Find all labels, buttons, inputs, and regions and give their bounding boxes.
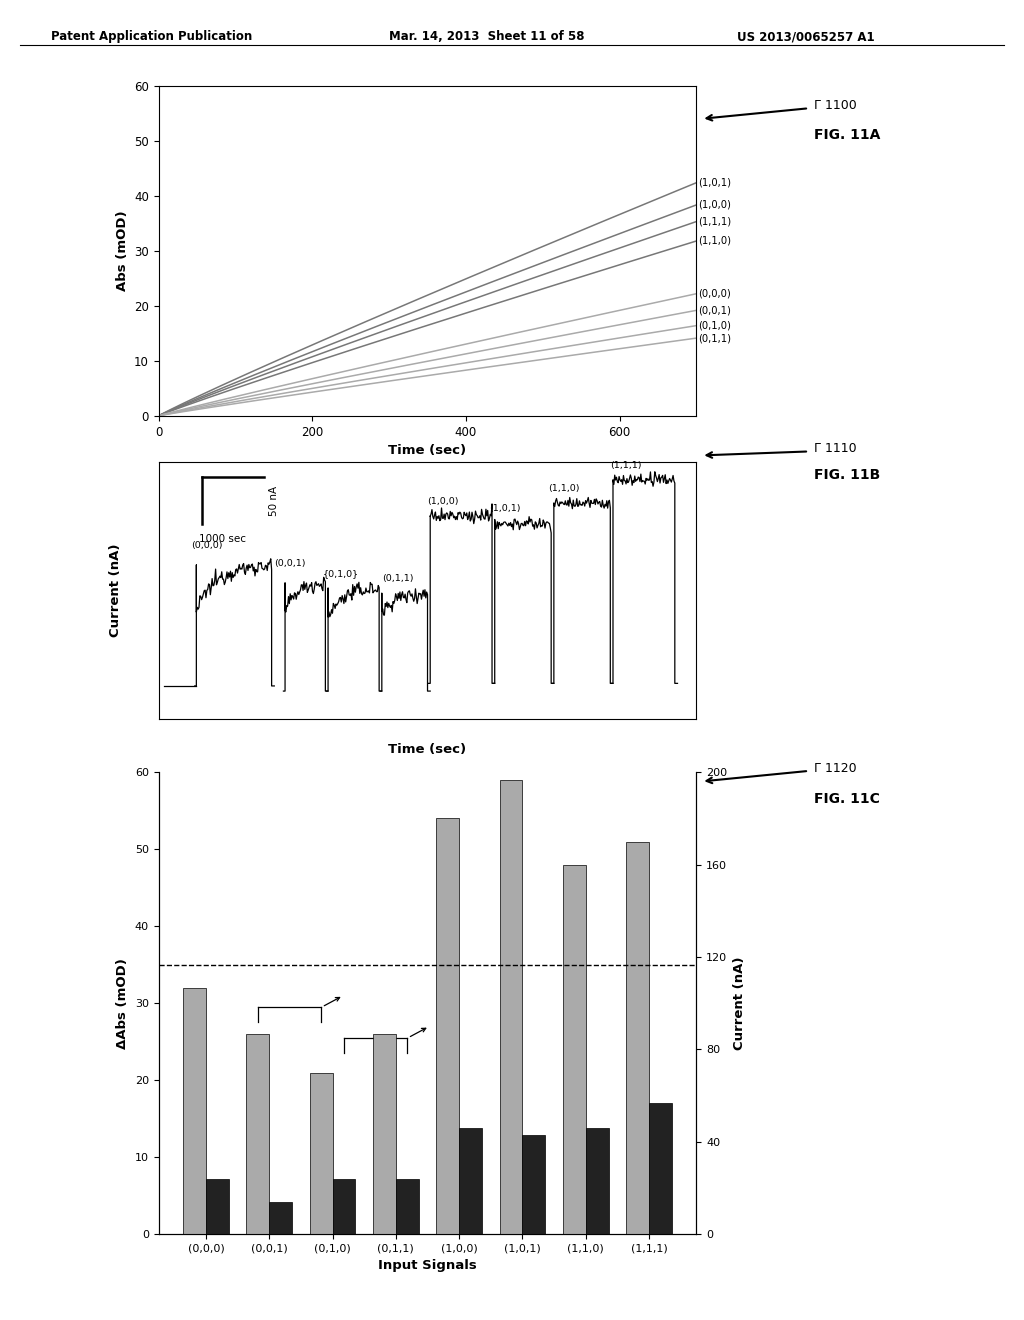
Text: (0,1,0): (0,1,0) (698, 321, 731, 330)
Y-axis label: ΔAbs (mOD): ΔAbs (mOD) (117, 958, 129, 1048)
Bar (333, 1179, 355, 1234)
Bar (247, 1034, 269, 1234)
Text: (0,0,1): (0,0,1) (274, 558, 306, 568)
Bar (310, 1072, 333, 1234)
Bar (269, 1201, 292, 1234)
Text: {0,1,0}: {0,1,0} (323, 569, 358, 578)
Bar (563, 865, 586, 1234)
Text: (1,1,1): (1,1,1) (610, 461, 642, 470)
Text: Γ 1100: Γ 1100 (814, 99, 857, 112)
Text: FIG. 11A: FIG. 11A (814, 128, 881, 141)
Text: (1,0,1): (1,0,1) (489, 504, 521, 513)
Text: 1000 sec: 1000 sec (199, 535, 246, 544)
Text: 50 nA: 50 nA (269, 486, 279, 516)
Bar (586, 1127, 608, 1234)
Bar (373, 1034, 396, 1234)
Bar (459, 1127, 482, 1234)
Text: (0,0,0): (0,0,0) (698, 289, 731, 298)
Text: (1,0,0): (1,0,0) (698, 199, 731, 210)
Bar (649, 1102, 672, 1234)
Text: (1,0,0): (1,0,0) (428, 496, 459, 506)
Text: (0,1,1): (0,1,1) (698, 333, 731, 343)
X-axis label: Time (sec): Time (sec) (388, 444, 467, 457)
Text: Γ 1120: Γ 1120 (814, 762, 857, 775)
Text: (1,1,1): (1,1,1) (698, 216, 732, 227)
Bar (396, 1179, 419, 1234)
Text: US 2013/0065257 A1: US 2013/0065257 A1 (737, 30, 874, 44)
Text: FIG. 11B: FIG. 11B (814, 469, 881, 482)
X-axis label: Input Signals: Input Signals (378, 1259, 477, 1272)
Text: Current (nA): Current (nA) (110, 544, 122, 638)
Bar (627, 842, 649, 1234)
Text: FIG. 11C: FIG. 11C (814, 792, 880, 805)
Bar (436, 818, 459, 1234)
Text: (1,0,1): (1,0,1) (698, 178, 731, 187)
Bar (206, 1179, 228, 1234)
Y-axis label: Abs (mOD): Abs (mOD) (116, 210, 129, 292)
Text: Time (sec): Time (sec) (388, 743, 467, 755)
Text: Γ 1110: Γ 1110 (814, 442, 857, 455)
Bar (500, 780, 522, 1234)
Bar (183, 987, 206, 1234)
Text: Patent Application Publication: Patent Application Publication (51, 30, 253, 44)
Text: (0,0,0): (0,0,0) (190, 540, 222, 549)
Text: (0,0,1): (0,0,1) (698, 305, 731, 315)
Text: (0,1,1): (0,1,1) (382, 574, 414, 583)
Text: Mar. 14, 2013  Sheet 11 of 58: Mar. 14, 2013 Sheet 11 of 58 (389, 30, 585, 44)
Text: (1,1,0): (1,1,0) (549, 484, 580, 492)
Text: (1,1,0): (1,1,0) (698, 236, 731, 246)
Bar (522, 1135, 545, 1234)
Y-axis label: Current (nA): Current (nA) (733, 957, 745, 1049)
